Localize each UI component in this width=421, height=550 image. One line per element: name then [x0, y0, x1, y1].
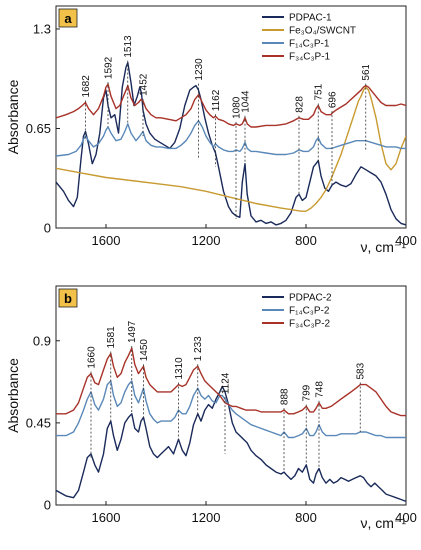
y-tick-label: 1.3	[33, 21, 51, 36]
peak-label: 1230	[194, 58, 205, 81]
series-line-2	[56, 86, 406, 212]
peak-label: 1660	[87, 346, 98, 369]
panel-label-badge	[58, 8, 78, 28]
legend-entry: F₁₄C₃P-1	[289, 39, 330, 50]
panel-label-badge	[58, 288, 78, 308]
x-tick-label: 800	[295, 233, 317, 248]
legend: PDPAC-1 Fe₃O₄/SWCNT F₁₄C₃P-1 F₃₄C₃P-1	[258, 8, 404, 65]
plot-frame	[55, 5, 407, 229]
x-tick-label: 1200	[192, 510, 221, 525]
chart-panel-a: a 0 0.65 1.3 1600 1200 800 400 Absorbance ν, cm⁻¹…	[5, 5, 417, 255]
peak-label: 696	[328, 91, 339, 108]
y-tick-label: 0.45	[26, 415, 51, 430]
peak-label: 1162	[211, 89, 222, 111]
plot-frame	[55, 285, 407, 506]
peak-label: 1513	[123, 35, 134, 58]
series-line-4	[56, 83, 406, 128]
peak-label: 1450	[139, 339, 150, 362]
x-axis-label: ν, cm⁻¹	[361, 515, 407, 531]
peak-label: 1124	[221, 372, 232, 394]
y-tick-label: 0.9	[33, 333, 51, 348]
peak-label: 1044	[241, 90, 252, 113]
x-tick-label: 1600	[92, 510, 121, 525]
peak-label: 1310	[174, 357, 185, 380]
peak-label: 1080	[232, 96, 243, 119]
x-tick-label: 1200	[192, 233, 221, 248]
peak-label: 888	[280, 388, 291, 405]
peak-label: 799	[302, 384, 313, 401]
peak-label: 751	[314, 83, 325, 100]
legend-entry: PDPAC-2	[289, 293, 332, 304]
peak-label: 1592	[104, 56, 115, 79]
peak-label: 1497	[127, 320, 138, 343]
legend-entry: PDPAC-1	[289, 13, 332, 24]
legend: PDPAC-2 F₁₄C₃P-2 F₃₄C₃P-2	[258, 288, 404, 332]
peak-label: 1581	[106, 326, 117, 349]
peak-label: 1682	[81, 75, 92, 98]
x-tick-label: 400	[395, 233, 417, 248]
series-line-1	[56, 61, 406, 226]
panel-label: a	[64, 11, 72, 26]
peak-label: 583	[356, 362, 367, 379]
peak-label: 561	[361, 63, 372, 80]
x-tick-label: 400	[395, 510, 417, 525]
series-line-3	[56, 120, 406, 157]
y-tick-label: 0	[44, 221, 51, 236]
legend-entry: F₁₄C₃P-2	[289, 306, 330, 317]
y-tick-label: 0	[44, 498, 51, 513]
series-line-1	[56, 385, 406, 503]
x-tick-label: 1600	[92, 233, 121, 248]
y-axis-label: Absorbance	[5, 79, 21, 154]
y-axis-label: Absorbance	[5, 358, 21, 433]
legend-entry: F₃₄C₃P-1	[289, 52, 331, 63]
y-tick-label: 0.65	[26, 121, 51, 136]
legend-entry: Fe₃O₄/SWCNT	[289, 26, 356, 37]
series-line-3	[56, 347, 406, 417]
peak-label: 1452	[139, 73, 150, 96]
chart-panel-b: b 0 0.45 0.9 1600 1200 800 400 Absorbance ν, cm⁻¹…	[5, 285, 417, 531]
peak-label: 1 233	[193, 336, 204, 361]
x-axis-label: ν, cm⁻¹	[361, 239, 407, 255]
series-line-2	[56, 380, 406, 439]
panel-label: b	[64, 291, 72, 306]
peak-label: 748	[315, 381, 326, 398]
legend-entry: F₃₄C₃P-2	[289, 319, 331, 330]
peak-label: 828	[295, 96, 306, 113]
x-tick-label: 800	[295, 510, 317, 525]
